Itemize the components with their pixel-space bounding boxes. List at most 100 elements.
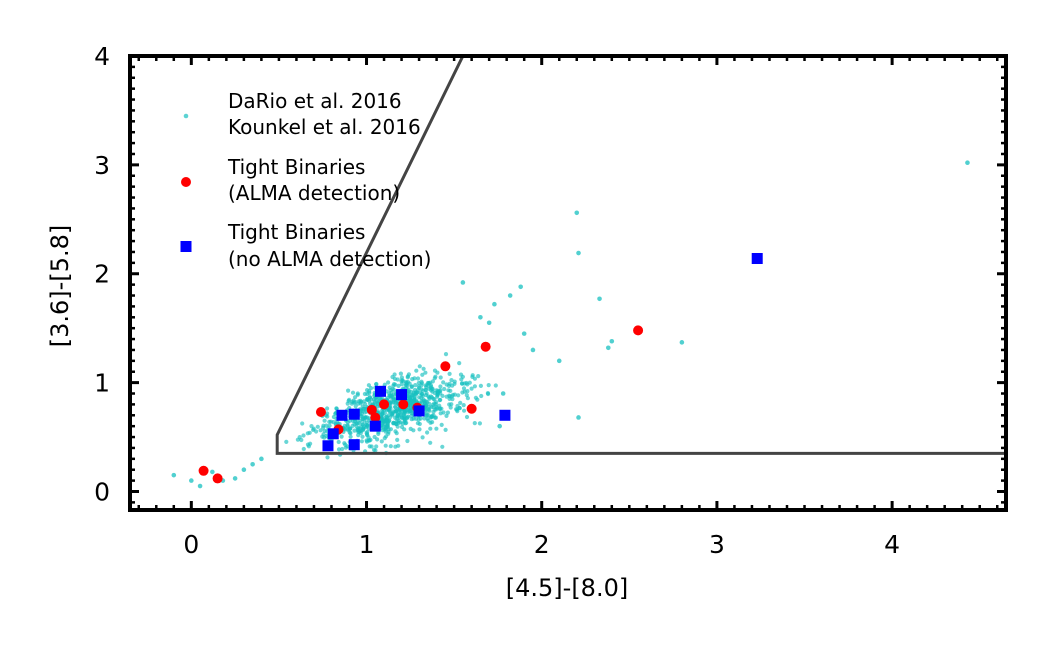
- cloud-point: [197, 483, 203, 489]
- cloud-point: [417, 364, 422, 369]
- dario-kounkel-points: [171, 160, 970, 489]
- cloud-point: [434, 400, 439, 405]
- cloud-point: [476, 374, 481, 379]
- cloud-point: [407, 409, 412, 414]
- cloud-point: [576, 415, 581, 420]
- x-tick-labels: 0 1 2 3 4: [183, 530, 900, 559]
- cloud-point: [438, 411, 443, 416]
- cloud-point: [521, 331, 527, 336]
- cloud-point: [321, 432, 326, 437]
- cloud-point: [232, 476, 238, 481]
- cloud-point: [417, 421, 422, 427]
- y-tick-label: 0: [94, 477, 110, 506]
- cloud-point: [394, 431, 399, 436]
- cloud-point: [425, 413, 430, 418]
- cloud-point: [556, 358, 562, 364]
- cloud-point: [393, 382, 398, 387]
- cloud-point: [447, 371, 452, 376]
- alma-point: [212, 473, 223, 484]
- cloud-point: [426, 381, 432, 386]
- cloud-point: [365, 433, 370, 438]
- cloud-point: [411, 428, 416, 433]
- cloud-point: [322, 435, 327, 440]
- cloud-point: [299, 437, 304, 443]
- cloud-point: [393, 415, 398, 420]
- cloud-point: [428, 440, 433, 445]
- cloud-point: [364, 415, 370, 420]
- alma-point: [315, 407, 326, 418]
- cloud-point: [461, 403, 466, 408]
- cloud-point: [605, 345, 611, 351]
- tight-binaries-no-alma-points: [322, 253, 763, 452]
- cloud-point: [210, 469, 215, 475]
- tight-binaries-alma-points: [198, 325, 644, 484]
- cloud-point: [322, 428, 327, 433]
- cloud-point: [609, 338, 615, 344]
- cloud-point: [497, 423, 502, 429]
- cloud-point: [350, 390, 356, 395]
- cloud-point: [385, 423, 390, 428]
- cloud-point: [597, 296, 602, 302]
- x-tick-label: 2: [534, 530, 550, 559]
- cloud-point: [432, 376, 437, 381]
- cloud-point: [443, 427, 448, 432]
- cloud-point: [412, 396, 417, 401]
- cloud-point: [493, 383, 498, 388]
- cloud-point: [391, 397, 396, 402]
- cloud-point: [367, 444, 372, 449]
- cloud-point: [417, 427, 422, 432]
- cloud-point: [574, 210, 580, 216]
- alma-point: [398, 399, 409, 410]
- cloud-point: [395, 437, 400, 442]
- cloud-point: [300, 421, 305, 426]
- cloud-point: [470, 373, 475, 378]
- cloud-point: [460, 381, 465, 386]
- cloud-point: [424, 391, 429, 396]
- cloud-point: [452, 381, 457, 386]
- legend-label-kounkel: Kounkel et al. 2016: [228, 115, 421, 139]
- cloud-point: [353, 399, 358, 405]
- cloud-point: [409, 417, 414, 422]
- cloud-point: [402, 427, 407, 432]
- cloud-point: [461, 386, 467, 391]
- legend-label-no-alma-2: (no ALMA detection): [228, 247, 431, 271]
- cloud-point: [371, 447, 377, 452]
- y-tick-label: 2: [94, 260, 110, 289]
- cloud-point: [412, 376, 417, 381]
- cloud-point: [428, 426, 433, 431]
- cloud-point: [171, 472, 177, 478]
- cloud-point: [445, 410, 450, 415]
- cloud-point: [359, 439, 364, 444]
- no-alma-point: [499, 409, 511, 421]
- no-alma-point: [336, 409, 348, 421]
- legend-label-alma: Tight Binaries: [227, 155, 365, 179]
- cloud-point: [241, 467, 247, 473]
- cloud-point: [259, 456, 264, 462]
- cloud-point: [429, 404, 434, 410]
- legend-label-no-alma: Tight Binaries: [227, 220, 365, 244]
- cloud-point: [384, 434, 389, 439]
- cloud-point: [404, 382, 409, 387]
- cloud-point: [425, 430, 430, 435]
- cloud-point: [374, 381, 379, 387]
- cloud-point: [458, 372, 464, 377]
- alma-point: [480, 341, 491, 352]
- cloud-point: [472, 421, 477, 426]
- no-alma-point: [348, 439, 360, 451]
- cloud-point: [478, 383, 483, 388]
- cloud-point: [465, 389, 470, 394]
- cloud-point: [368, 386, 374, 391]
- cloud-point: [422, 416, 427, 421]
- cloud-point: [420, 435, 425, 440]
- no-alma-point: [369, 420, 381, 432]
- cloud-point: [406, 372, 411, 377]
- cloud-point: [449, 394, 454, 399]
- cloud-point: [403, 421, 408, 426]
- axis-ticks: [130, 54, 1006, 510]
- cloud-point: [441, 380, 446, 385]
- cloud-point: [336, 447, 342, 452]
- cloud-point: [442, 386, 447, 392]
- cloud-point: [414, 368, 419, 373]
- cloud-point: [438, 397, 443, 402]
- cloud-point: [462, 408, 467, 413]
